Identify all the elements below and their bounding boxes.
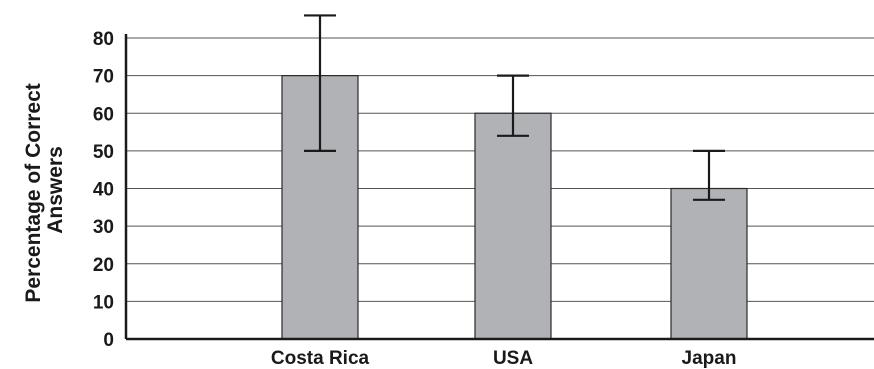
bar-usa [474, 112, 552, 340]
y-tick-labels: 0 10 20 30 40 50 60 70 80 [93, 29, 114, 351]
y-tick-label-50: 50 [93, 142, 114, 163]
error-bar-usa [497, 74, 529, 137]
y-tick-label-0: 0 [103, 330, 114, 351]
y-tick-label-20: 20 [93, 255, 114, 276]
y-axis-title-line-1: Percentage of Correct [22, 83, 45, 302]
category-labels: Costa Rica USA Japan [271, 348, 737, 369]
y-tick-label-80: 80 [93, 29, 114, 50]
y-axis-title: Percentage of Correct Answers [22, 77, 67, 302]
category-label-usa: USA [493, 348, 533, 369]
category-label-costa-rica: Costa Rica [271, 348, 370, 369]
error-bar-japan [693, 149, 725, 201]
error-bars [304, 14, 725, 201]
y-tick-label-60: 60 [93, 104, 114, 125]
bars [281, 75, 748, 340]
error-bar-costa-rica [304, 14, 336, 152]
y-tick-label-40: 40 [93, 180, 114, 201]
category-label-japan: Japan [682, 348, 737, 369]
y-tick-label-70: 70 [93, 67, 114, 88]
y-tick-label-30: 30 [93, 217, 114, 238]
y-axis-title-line-2: Answers [44, 146, 67, 234]
axes [124, 34, 874, 341]
bar-japan [670, 187, 748, 340]
y-tick-label-10: 10 [93, 292, 114, 313]
